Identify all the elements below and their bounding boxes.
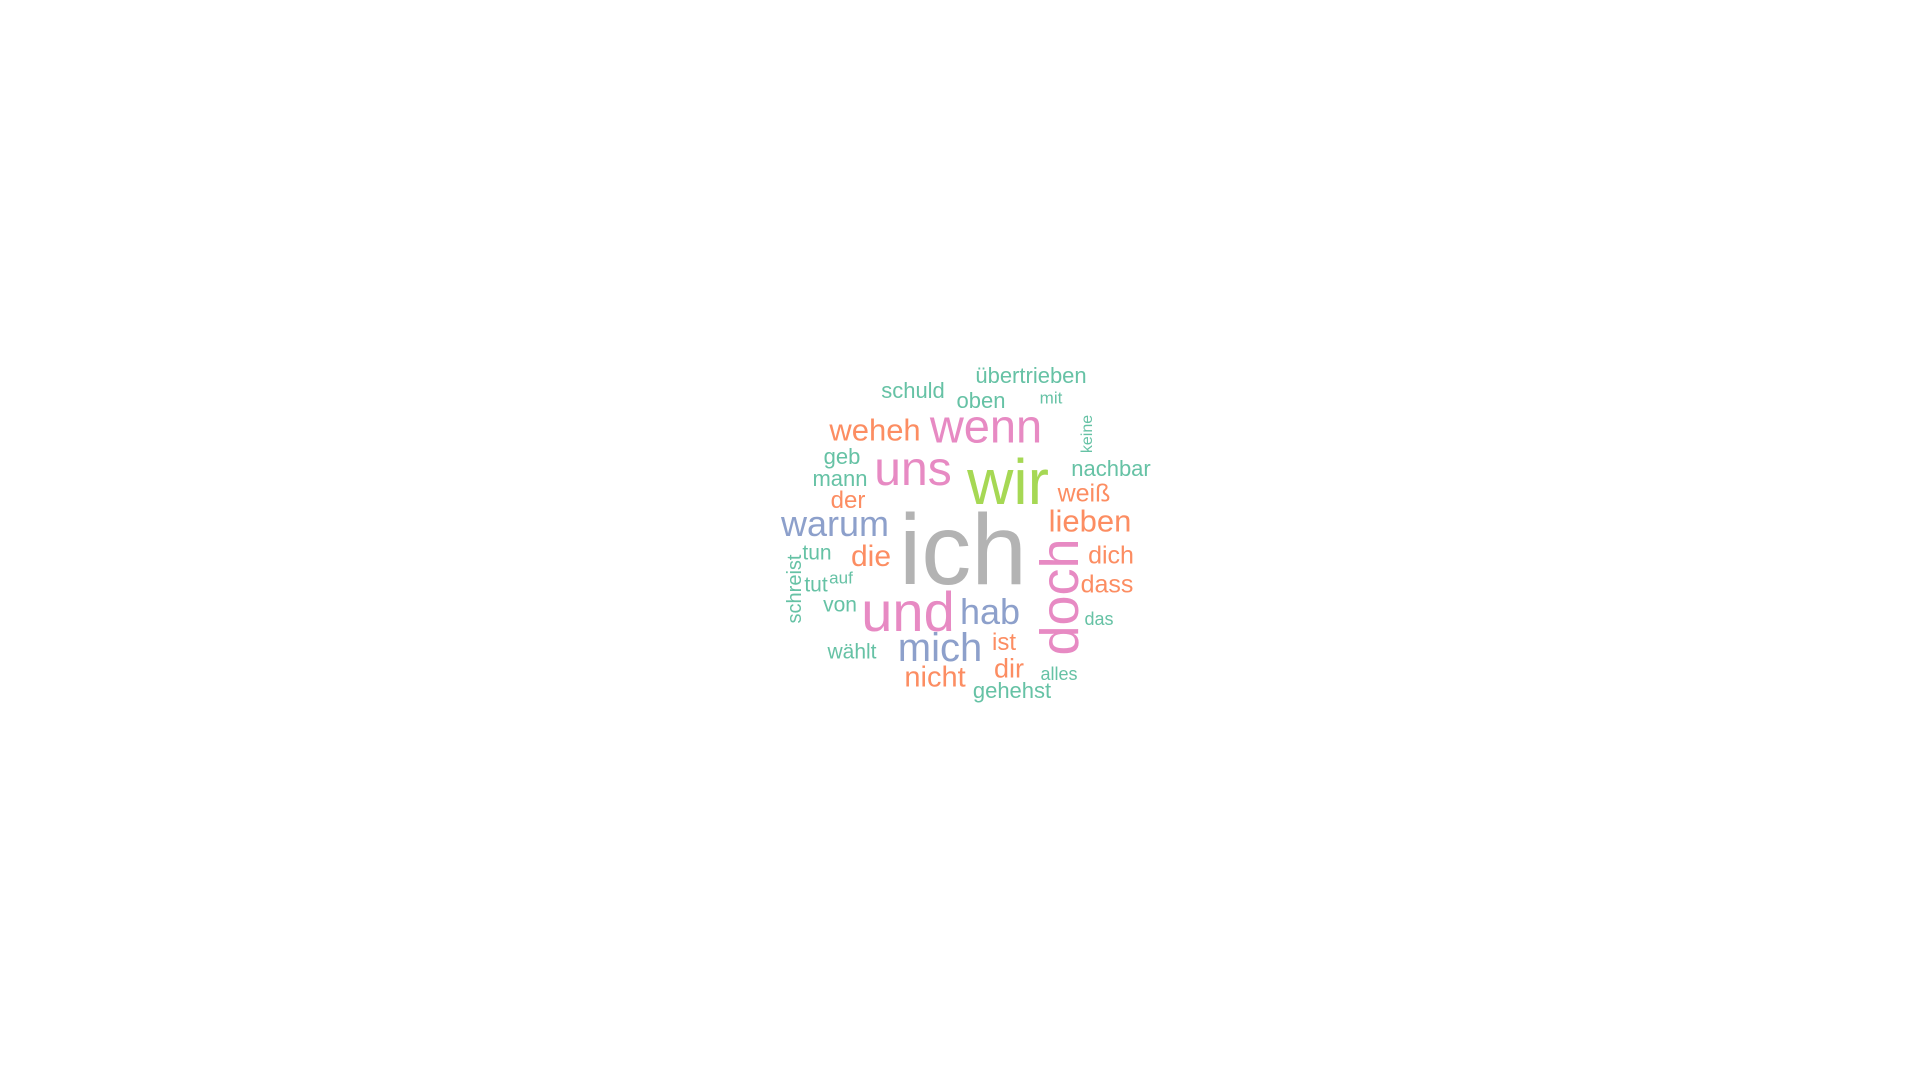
word-schreist: schreist bbox=[784, 554, 806, 624]
word-waehlt: wählt bbox=[827, 640, 877, 664]
word-hab: hab bbox=[959, 591, 1021, 632]
word-lieben: lieben bbox=[1048, 503, 1132, 539]
word-wir: wir bbox=[967, 446, 1049, 518]
word-nicht: nicht bbox=[904, 661, 966, 694]
word-von: von bbox=[823, 593, 857, 617]
word-schuld: schuld bbox=[881, 378, 945, 403]
word-geb: geb bbox=[823, 444, 861, 469]
word-ich: ich bbox=[899, 494, 1027, 606]
word-auf: auf bbox=[829, 568, 853, 588]
word-die: die bbox=[850, 540, 892, 573]
word-weheh: weheh bbox=[829, 412, 921, 448]
word-dich: dich bbox=[1088, 541, 1134, 570]
word-nachbar: nachbar bbox=[1071, 456, 1151, 481]
word-gehehst: gehehst bbox=[972, 678, 1052, 703]
word-und: und bbox=[861, 580, 955, 643]
word-weiss: weiß bbox=[1057, 479, 1111, 508]
word-mann: mann bbox=[812, 466, 868, 491]
word-tut: tut bbox=[804, 573, 828, 597]
word-tun: tun bbox=[802, 541, 832, 565]
word-das: das bbox=[1084, 609, 1114, 629]
word-doch: doch bbox=[1030, 538, 1090, 656]
word-der: der bbox=[830, 487, 866, 514]
word-oben: oben bbox=[956, 388, 1006, 413]
word-wenn: wenn bbox=[929, 399, 1043, 453]
word-warum: warum bbox=[780, 503, 890, 544]
word-alles: alles bbox=[1040, 664, 1078, 684]
word-uebertrieben: übertrieben bbox=[975, 363, 1087, 388]
word-keine: keine bbox=[1079, 414, 1096, 454]
word-dir: dir bbox=[993, 653, 1025, 684]
word-uns: uns bbox=[874, 443, 952, 496]
word-mit: mit bbox=[1039, 388, 1063, 408]
word-ist: ist bbox=[992, 629, 1016, 656]
word-dass: dass bbox=[1080, 570, 1134, 599]
word-mich: mich bbox=[897, 626, 983, 670]
